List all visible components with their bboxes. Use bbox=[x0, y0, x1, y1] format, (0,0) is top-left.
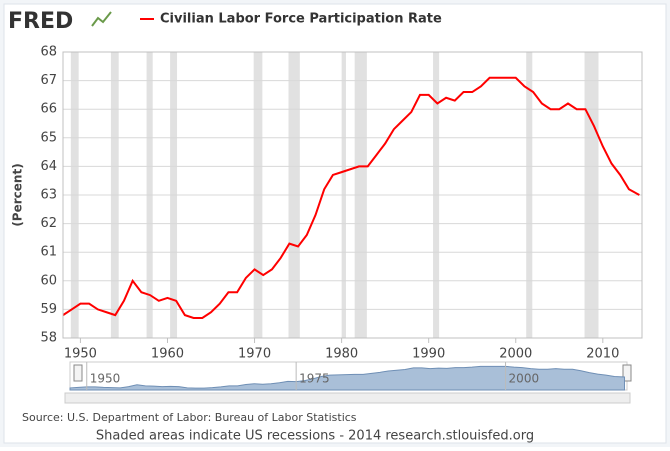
x-tick-label: 1990 bbox=[412, 347, 445, 362]
y-tick-label: 58 bbox=[40, 331, 57, 346]
navigator-handle-left[interactable] bbox=[73, 364, 83, 382]
y-tick-label: 64 bbox=[40, 159, 57, 174]
y-tick-label: 61 bbox=[40, 245, 57, 260]
plot-border bbox=[62, 51, 643, 339]
y-tick-label: 63 bbox=[40, 188, 57, 203]
note: Shaded areas indicate US recessions - 20… bbox=[96, 429, 534, 444]
y-tick-label: 59 bbox=[40, 302, 57, 317]
scrollbar[interactable] bbox=[64, 392, 631, 404]
navigator-area bbox=[69, 365, 625, 391]
navigator-tick-label: 2000 bbox=[509, 372, 540, 386]
y-tick-label: 65 bbox=[40, 130, 57, 145]
navigator-tick-label: 1975 bbox=[299, 372, 330, 386]
data-line bbox=[62, 76, 640, 319]
navigator-handle-right[interactable] bbox=[622, 364, 632, 382]
x-tick-label: 1980 bbox=[325, 347, 358, 362]
x-tick-label: 2000 bbox=[499, 347, 532, 362]
y-tick-label: 66 bbox=[40, 102, 57, 117]
x-tick-label: 2010 bbox=[586, 347, 619, 362]
navigator-tick-label: 1950 bbox=[90, 372, 121, 386]
legend-label: Civilian Labor Force Participation Rate bbox=[160, 12, 442, 27]
x-tick-label: 1970 bbox=[238, 347, 271, 362]
x-tick-label: 1950 bbox=[64, 347, 97, 362]
y-axis-label: (Percent) bbox=[11, 163, 25, 226]
logo-icon bbox=[91, 11, 112, 27]
y-tick-label: 62 bbox=[40, 216, 57, 231]
y-tick-label: 67 bbox=[40, 73, 57, 88]
y-tick-label: 60 bbox=[40, 273, 57, 288]
x-tick-label: 1960 bbox=[151, 347, 184, 362]
y-tick-label: 68 bbox=[40, 45, 57, 60]
logo: FRED bbox=[8, 9, 73, 34]
source: Source: U.S. Department of Labor: Bureau… bbox=[22, 411, 357, 424]
